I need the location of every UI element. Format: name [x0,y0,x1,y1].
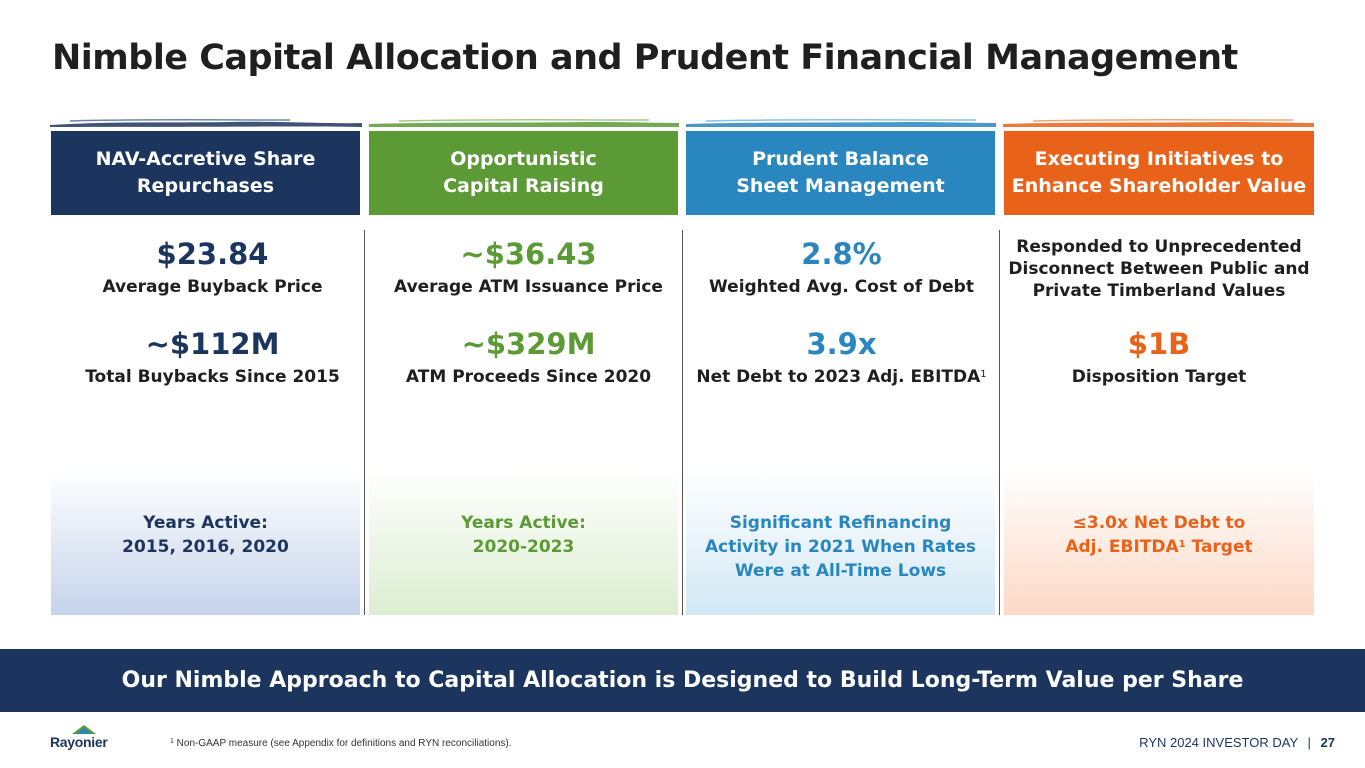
net-debt-footnote-ref: 1 [980,369,987,380]
years-active-atm-text: Years Active: 2020-2023 [461,513,586,557]
cost-of-debt-label: Weighted Avg. Cost of Debt [709,277,974,297]
years-active-buybacks-text: Years Active: 2015, 2016, 2020 [122,513,289,557]
brush-accent-blue [686,119,996,127]
rayonier-logo: Rayonier [50,722,130,754]
net-debt-ratio-metric: 3.9x Net Debt to 2023 Adj. EBITDA1 [686,327,997,388]
leverage-target: ≤3.0x Net Debt to Adj. EBITDA1 Target [1004,470,1314,615]
cost-of-debt-metric: 2.8% Weighted Avg. Cost of Debt [686,237,997,298]
total-buybacks-value: ~$112M [145,327,280,361]
column-divider [682,230,683,615]
header-capital-raising: Opportunistic Capital Raising [369,131,678,215]
atm-price-label: Average ATM Issuance Price [394,277,663,297]
disconnect-statement-text: Responded to Unprecedented Disconnect Be… [1008,237,1310,301]
summary-banner: Our Nimble Approach to Capital Allocatio… [0,649,1365,712]
buyback-price-metric: $23.84 Average Buyback Price [51,237,374,298]
years-active-atm: Years Active: 2020-2023 [369,470,678,615]
total-buybacks-label: Total Buybacks Since 2015 [85,367,340,387]
disconnect-statement: Responded to Unprecedented Disconnect Be… [1004,236,1314,302]
net-debt-ratio-value: 3.9x [806,327,877,361]
footnote-marker: 1 [170,738,174,745]
atm-price-metric: ~$36.43 Average ATM Issuance Price [369,237,688,298]
buyback-price-label: Average Buyback Price [102,277,323,297]
atm-price-value: ~$36.43 [460,237,597,271]
leverage-target-text: ≤3.0x Net Debt to Adj. EBITDA1 Target [1065,513,1253,557]
leverage-target-footnote-ref: 1 [1178,539,1186,550]
logo-wordmark: Rayonier [50,734,108,750]
refinancing-note: Significant Refinancing Activity in 2021… [686,470,995,615]
brush-accent-orange [1003,119,1314,127]
page-number: 27 [1320,735,1335,750]
column-divider [364,230,365,615]
footer-separator: | [1307,735,1311,750]
header-share-repurchases: NAV-Accretive Share Repurchases [51,131,360,215]
footnote-text: Non-GAAP measure (see Appendix for defin… [173,738,512,749]
years-active-buybacks: Years Active: 2015, 2016, 2020 [51,470,360,615]
atm-proceeds-metric: ~$329M ATM Proceeds Since 2020 [369,327,688,388]
atm-proceeds-label: ATM Proceeds Since 2020 [405,367,652,387]
brush-accent-navy [50,119,362,127]
footnote: 1 Non-GAAP measure (see Appendix for def… [170,738,512,749]
cost-of-debt-value: 2.8% [801,237,882,271]
header-balance-sheet: Prudent Balance Sheet Management [686,131,995,215]
column-divider [999,230,1000,615]
buyback-price-value: $23.84 [156,237,269,271]
refinancing-note-text: Significant Refinancing Activity in 2021… [704,513,977,581]
footer-event-label: RYN 2024 INVESTOR DAY [1139,735,1298,750]
disposition-target-metric: $1B Disposition Target [1004,327,1314,388]
tree-mark-icon [72,725,96,734]
header-shareholder-value: Executing Initiatives to Enhance Shareho… [1004,131,1314,215]
net-debt-ratio-label: Net Debt to 2023 Adj. EBITDA1 [696,367,987,387]
disposition-target-label: Disposition Target [1071,367,1247,387]
footer-page-info: RYN 2024 INVESTOR DAY | 27 [1139,735,1335,750]
total-buybacks-metric: ~$112M Total Buybacks Since 2015 [51,327,374,388]
disposition-target-value: $1B [1127,327,1191,361]
brush-accent-green [369,119,679,127]
page-title: Nimble Capital Allocation and Prudent Fi… [52,38,1238,78]
atm-proceeds-value: ~$329M [461,327,596,361]
